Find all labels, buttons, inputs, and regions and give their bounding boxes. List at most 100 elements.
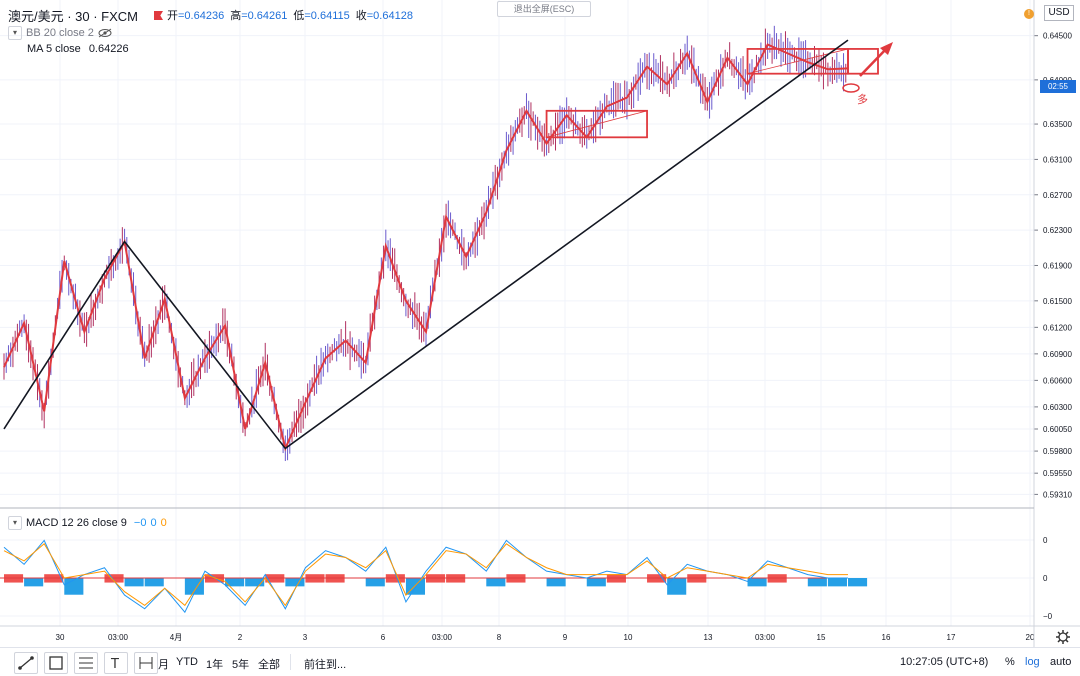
- macd-axis[interactable]: 0 0 −0: [1043, 536, 1053, 621]
- macd-tick-label: −0: [1043, 612, 1053, 621]
- x-tick-label: 13: [704, 633, 713, 642]
- macd-histogram-bar: [827, 578, 847, 587]
- x-tick-label: 17: [947, 633, 956, 642]
- auto-scale-button[interactable]: auto: [1050, 656, 1072, 668]
- ohlc-key: 高: [230, 10, 242, 22]
- ohlc-key: 收: [355, 10, 367, 22]
- zigzag-red-line: [3, 43, 849, 452]
- macd-indicator-row[interactable]: ▾ MACD 12 26 close 9 −0 0 0: [8, 516, 167, 530]
- macd-histogram-bar: [245, 578, 265, 587]
- y-tick-label: 0.59550: [1043, 469, 1072, 478]
- rectangle-tool-button[interactable]: [44, 652, 68, 674]
- x-tick-label: 03:00: [108, 633, 129, 642]
- y-tick-label: 0.61500: [1043, 297, 1072, 306]
- macd-tick-label: 0: [1043, 536, 1048, 545]
- ma-value: 0.64226: [88, 43, 129, 55]
- flag-icon: [154, 11, 163, 20]
- symbol-title[interactable]: 澳元/美元 · 30 · FXCM: [8, 9, 139, 24]
- chart-canvas[interactable]: 0.645000.640000.635000.631000.627000.623…: [0, 0, 1080, 647]
- x-tick-label: 2: [238, 633, 243, 642]
- macd-histogram-bar: [365, 578, 385, 587]
- trendline-tool-button[interactable]: [14, 652, 38, 674]
- macd-histogram-bar: [124, 578, 144, 587]
- y-tick-label: 0.61900: [1043, 261, 1072, 270]
- y-tick-label: 0.61200: [1043, 323, 1072, 332]
- chevron-down-icon[interactable]: ▾: [8, 516, 22, 530]
- fib-tool-button[interactable]: [74, 652, 98, 674]
- current-price-tag: 02:55: [1040, 80, 1076, 93]
- time-axis[interactable]: 30 03:00 4月 2 3 6 03:00 8 9 10 13 03:00 15 16 17 20: [56, 633, 1035, 642]
- macd-histogram-bar: [747, 578, 767, 587]
- box-diagonal: [546, 110, 648, 138]
- range-1y-button[interactable]: 1年: [206, 659, 224, 671]
- eye-icon[interactable]: [98, 28, 112, 38]
- range-5y-button[interactable]: 5年: [232, 659, 250, 671]
- y-tick-label: 0.60300: [1043, 403, 1072, 412]
- macd-histogram-bar: [486, 578, 506, 587]
- measure-tool-button[interactable]: [134, 652, 158, 674]
- macd-label: MACD 12 26 close 9: [26, 517, 127, 529]
- ohlc-key: 低: [293, 10, 305, 22]
- x-tick-label: 6: [381, 633, 386, 642]
- ma-indicator-row[interactable]: MA 5 close 0.64226: [27, 43, 129, 55]
- y-tick-label: 0.62300: [1043, 226, 1072, 235]
- up-arrow-annotation: [842, 42, 893, 93]
- y-tick-label: 0.60050: [1043, 425, 1072, 434]
- signal-line: [3, 543, 848, 607]
- y-tick-label: 0.60600: [1043, 376, 1072, 385]
- macd-histogram-bar: [24, 578, 44, 587]
- alert-icon[interactable]: !: [1024, 9, 1034, 19]
- ohlc-value: =0.64236: [178, 10, 225, 22]
- currency-button[interactable]: USD: [1044, 5, 1074, 21]
- ohlc-key: 开: [167, 10, 178, 22]
- y-tick-label: 0.64500: [1043, 32, 1072, 41]
- macd-value: −0: [133, 517, 147, 529]
- bb-indicator-row[interactable]: ▾ BB 20 close 2: [8, 26, 112, 40]
- range-all-button[interactable]: 全部: [258, 659, 280, 671]
- chevron-down-icon[interactable]: ▾: [8, 26, 22, 40]
- svg-text:T: T: [110, 657, 119, 672]
- x-tick-label: 30: [56, 633, 65, 642]
- x-tick-label: 16: [882, 633, 891, 642]
- x-tick-label: 20: [1026, 633, 1035, 642]
- bb-label: BB 20 close 2: [26, 27, 94, 39]
- y-tick-label: 0.59800: [1043, 447, 1072, 456]
- x-tick-label: 15: [817, 633, 826, 642]
- macd-histogram-bar: [586, 578, 606, 587]
- range-1m-button[interactable]: 月: [158, 659, 169, 671]
- text-tool-button[interactable]: T: [104, 652, 128, 674]
- toolbar-divider: [290, 654, 291, 670]
- settings-gear-icon[interactable]: [1053, 627, 1073, 647]
- exit-fullscreen-button[interactable]: 退出全屏(ESC): [497, 1, 591, 17]
- ohlc-value: =0.64128: [366, 10, 413, 22]
- x-tick-label: 3: [303, 633, 308, 642]
- hist-value: 0: [160, 517, 167, 529]
- x-tick-label: 10: [624, 633, 633, 642]
- macd-pane: [0, 539, 868, 614]
- price-series: [3, 39, 849, 452]
- bottom-toolbar: T 月 YTD 1年 5年 全部 前往到... 10:27:05 (UTC+8)…: [0, 647, 1080, 676]
- y-tick-label: 0.62700: [1043, 191, 1072, 200]
- log-scale-button[interactable]: log: [1025, 656, 1040, 668]
- ma-label: MA 5 close: [27, 43, 81, 55]
- price-grid: [0, 0, 1034, 626]
- y-tick-label: 0.59310: [1043, 490, 1072, 499]
- long-label: 多: [857, 92, 868, 106]
- macd-histogram-bar: [546, 578, 566, 587]
- macd-tick-label: 0: [1043, 574, 1048, 583]
- range-ytd-button[interactable]: YTD: [176, 656, 198, 668]
- clock-readout: 10:27:05 (UTC+8): [900, 656, 989, 668]
- x-tick-label: 03:00: [432, 633, 453, 642]
- percent-scale-button[interactable]: %: [1005, 656, 1015, 668]
- goto-date-button[interactable]: 前往到...: [304, 659, 347, 671]
- ohlc-value: =0.64261: [241, 10, 288, 22]
- x-tick-label: 4月: [170, 633, 182, 642]
- ohlc-readout: 开=0.64236 高=0.64261 低=0.64115 收=0.64128: [150, 7, 413, 23]
- macd-histogram-bar: [285, 578, 305, 587]
- macd-histogram-bar: [225, 578, 245, 587]
- x-tick-label: 9: [563, 633, 568, 642]
- signal-value: 0: [150, 517, 157, 529]
- macd-histogram-bar: [848, 578, 868, 587]
- y-tick-label: 0.60900: [1043, 350, 1072, 359]
- y-tick-label: 0.63100: [1043, 155, 1072, 164]
